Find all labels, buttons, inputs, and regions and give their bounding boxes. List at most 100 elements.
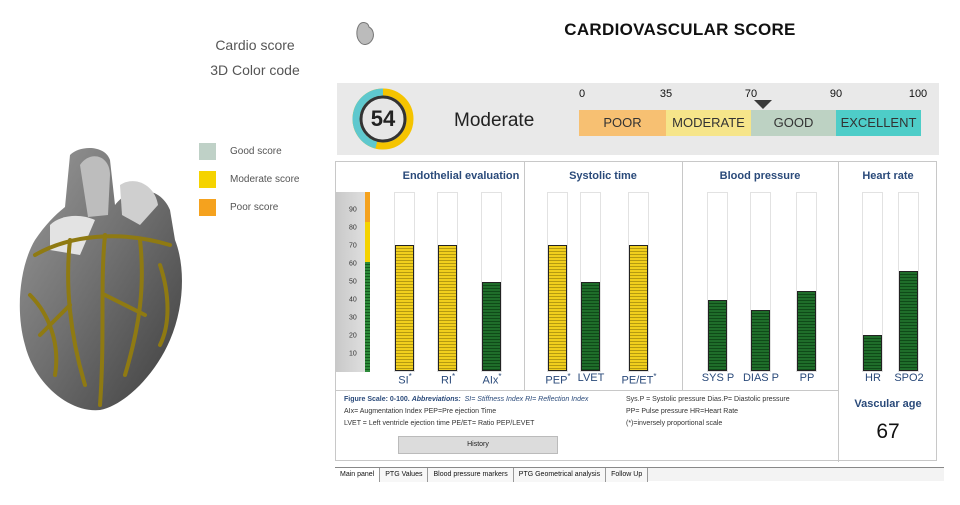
scale-tick-70: 70 [744,88,758,100]
y-tick-label: 70 [349,242,357,250]
vascular-age-title: Vascular age [854,398,922,410]
scale-tick-90: 90 [829,88,843,100]
figure-scale-note: Figure Scale: 0-100. [344,396,410,403]
history-button[interactable]: History [398,436,558,454]
y-tick-label: 10 [349,350,357,358]
y-tick-label: 50 [349,278,357,286]
tab-ptg-values[interactable]: PTG Values [380,468,429,482]
bar-aix [482,282,501,371]
heart-icon [356,22,374,45]
score-legend: Good score Moderate score Poor score [199,141,299,225]
bar-label: DIAS P [736,372,786,384]
notes-line-1: Figure Scale: 0-100. Abbreviations: SI= … [344,394,588,406]
legend-good-swatch [199,142,216,160]
legend-good: Good score [199,141,299,161]
legend-poor-swatch [199,198,216,216]
scale-tick-0: 0 [578,88,586,100]
bar-label-text: AIx [482,374,499,387]
bar-pp [797,290,816,371]
inverse-scale-star: * [408,372,412,381]
bar-label: LVET [566,372,616,384]
y-axis: 90 80 70 60 50 40 30 20 10 [336,192,370,372]
bar-label-text: DIAS P [742,372,780,384]
segment-moderate: MODERATE [666,110,751,136]
bar-track-spo2 [898,192,919,372]
bar-pep [548,244,567,371]
chart-panel: 90 80 70 60 50 40 30 20 10 Endothelial evaluatio… [335,161,937,462]
inverse-scale-star: * [567,372,571,381]
legend-moderate-label: Moderate score [230,173,300,185]
cardio-score-title: Cardio score [215,37,295,53]
score-category: Moderate [454,110,535,131]
section-systolic: Systolic time [569,170,637,182]
bar-track-aix [481,192,502,372]
score-value: 54 [370,106,396,131]
bar-sys-p [708,299,727,371]
section-blood-pressure: Blood pressure [719,170,801,182]
page-title: CARDIOVASCULAR SCORE [564,20,796,39]
tab-blood-pressure-markers[interactable]: Blood pressure markers [428,468,514,482]
sheet-tabs: Main panel PTG Values Blood pressure mar… [335,467,944,482]
notes-line-2: AIx= Augmentation Index PEP=Pre ejection… [344,408,497,415]
bar-label-text: RI [440,374,452,387]
segment-excellent: EXCELLENT [836,110,921,136]
section-heart-rate: Heart rate [862,170,914,182]
legend-poor: Poor score [199,197,299,217]
bar-track-si [394,192,415,372]
segment-poor: POOR [579,110,666,136]
bar-label-text: LVET [577,372,605,384]
y-tick-label: 80 [349,224,357,232]
bar-track-sys-p [707,192,728,372]
bar-dias-p [751,310,770,371]
abbreviations-heading: Abbreviations: [411,396,461,403]
legend-moderate-swatch [199,170,216,188]
tab-ptg-geometrical-analysis[interactable]: PTG Geometrical analysis [513,468,607,482]
y-tick-label: 90 [349,206,357,214]
y-tick-label: 40 [349,296,357,304]
bar-label-text: HR [865,372,881,384]
bar-track-pep [547,192,568,372]
bar-label: SI* [380,372,430,387]
bar-label-text: SYS P [701,372,735,384]
notes-right-1: Sys.P = Systolic pressure Dias.P= Diasto… [626,396,790,403]
scale-tick-100: 100 [908,88,928,100]
divider [838,162,839,462]
legend-moderate: Moderate score [199,169,299,189]
divider [336,390,838,391]
bar-label: AIx* [467,372,517,387]
bar-track-pp [796,192,817,372]
bar-track-dias-p [750,192,771,372]
notes-line-3: LVET = Left ventricle ejection time PE/E… [344,420,535,427]
bar-label: SYS P [693,372,743,384]
y-tick-label: 30 [349,314,357,322]
legend-good-label: Good score [230,145,282,157]
inverse-scale-star: * [451,372,456,381]
bar-si [395,244,414,371]
color-code-title: 3D Color code [210,62,300,78]
tab-follow-up[interactable]: Follow Up [606,468,649,482]
score-marker-icon [754,100,773,109]
score-gauge-icon [352,88,414,150]
tab-main-panel[interactable]: Main panel [335,468,381,482]
inverse-scale-star: * [653,372,657,381]
divider [682,162,683,390]
y-tick-label: 60 [349,260,357,268]
notes-right-3: (*)=inversely proportional scale [626,420,723,427]
bar-label: SPO2 [884,372,934,384]
legend-poor-label: Poor score [230,201,279,213]
notes-line-1-text: SI= Stiffness Index RI= Reflection Index [464,396,589,403]
bar-label-text: SI [398,374,409,387]
abbreviation-notes-right: Sys.P = Systolic pressure Dias.P= Diasto… [626,394,790,430]
heart-3d-model[interactable] [10,145,190,415]
bar-pe-et [629,244,648,371]
score-scale: 0 35 70 90 100 POOR MODERATE GOOD EXCELL… [578,83,928,155]
bar-label: PP [782,372,832,384]
bar-label: RI* [423,372,473,387]
y-tick-label: 20 [349,332,357,340]
score-panel: 54 Moderate 0 35 70 90 100 POOR MODERATE… [337,83,939,155]
y-axis-moderate-band [365,222,370,262]
bar-label: PEP* [533,372,583,387]
bar-track-lvet [580,192,601,372]
inverse-scale-star: * [498,372,502,381]
section-endothelial: Endothelial evaluation [402,170,520,182]
